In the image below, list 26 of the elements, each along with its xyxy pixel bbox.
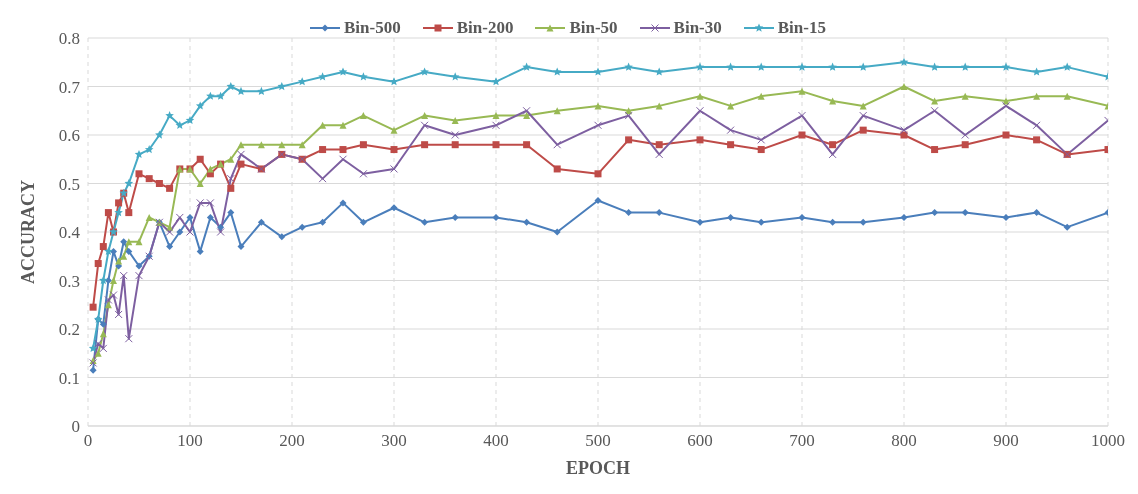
y-tick-label: 0.3 bbox=[58, 271, 80, 291]
legend-label: Bin-200 bbox=[455, 18, 514, 38]
y-tick-label: 0.4 bbox=[58, 223, 81, 243]
x-tick-label: 900 bbox=[993, 431, 1019, 451]
x-tick-label: 100 bbox=[177, 431, 203, 451]
x-tick-label: 800 bbox=[891, 431, 917, 451]
x-tick-label: 200 bbox=[279, 431, 305, 451]
x-axis-title: EPOCH bbox=[565, 458, 631, 478]
y-tick-label: 0.7 bbox=[58, 77, 81, 97]
y-tick-label: 0.2 bbox=[58, 320, 80, 340]
legend-label: Bin-15 bbox=[776, 18, 826, 38]
x-tick-label: 600 bbox=[687, 431, 713, 451]
x-tick-label: 700 bbox=[789, 431, 815, 451]
legend-label: Bin-30 bbox=[672, 18, 722, 38]
y-tick-label: 0.1 bbox=[58, 368, 80, 388]
x-tick-label: 1000 bbox=[1091, 431, 1125, 451]
y-tick-label: 0.5 bbox=[58, 174, 80, 194]
y-tick-label: 0.8 bbox=[58, 29, 80, 49]
x-tick-label: 500 bbox=[585, 431, 611, 451]
y-axis-title: ACCURACY bbox=[18, 180, 39, 284]
x-tick-label: 300 bbox=[381, 431, 407, 451]
legend-label: Bin-500 bbox=[343, 18, 401, 38]
x-tick-label: 400 bbox=[483, 431, 509, 451]
y-tick-label: 0.6 bbox=[58, 126, 80, 146]
y-tick-label: 0 bbox=[71, 417, 80, 437]
legend-label: Bin-50 bbox=[568, 18, 618, 38]
